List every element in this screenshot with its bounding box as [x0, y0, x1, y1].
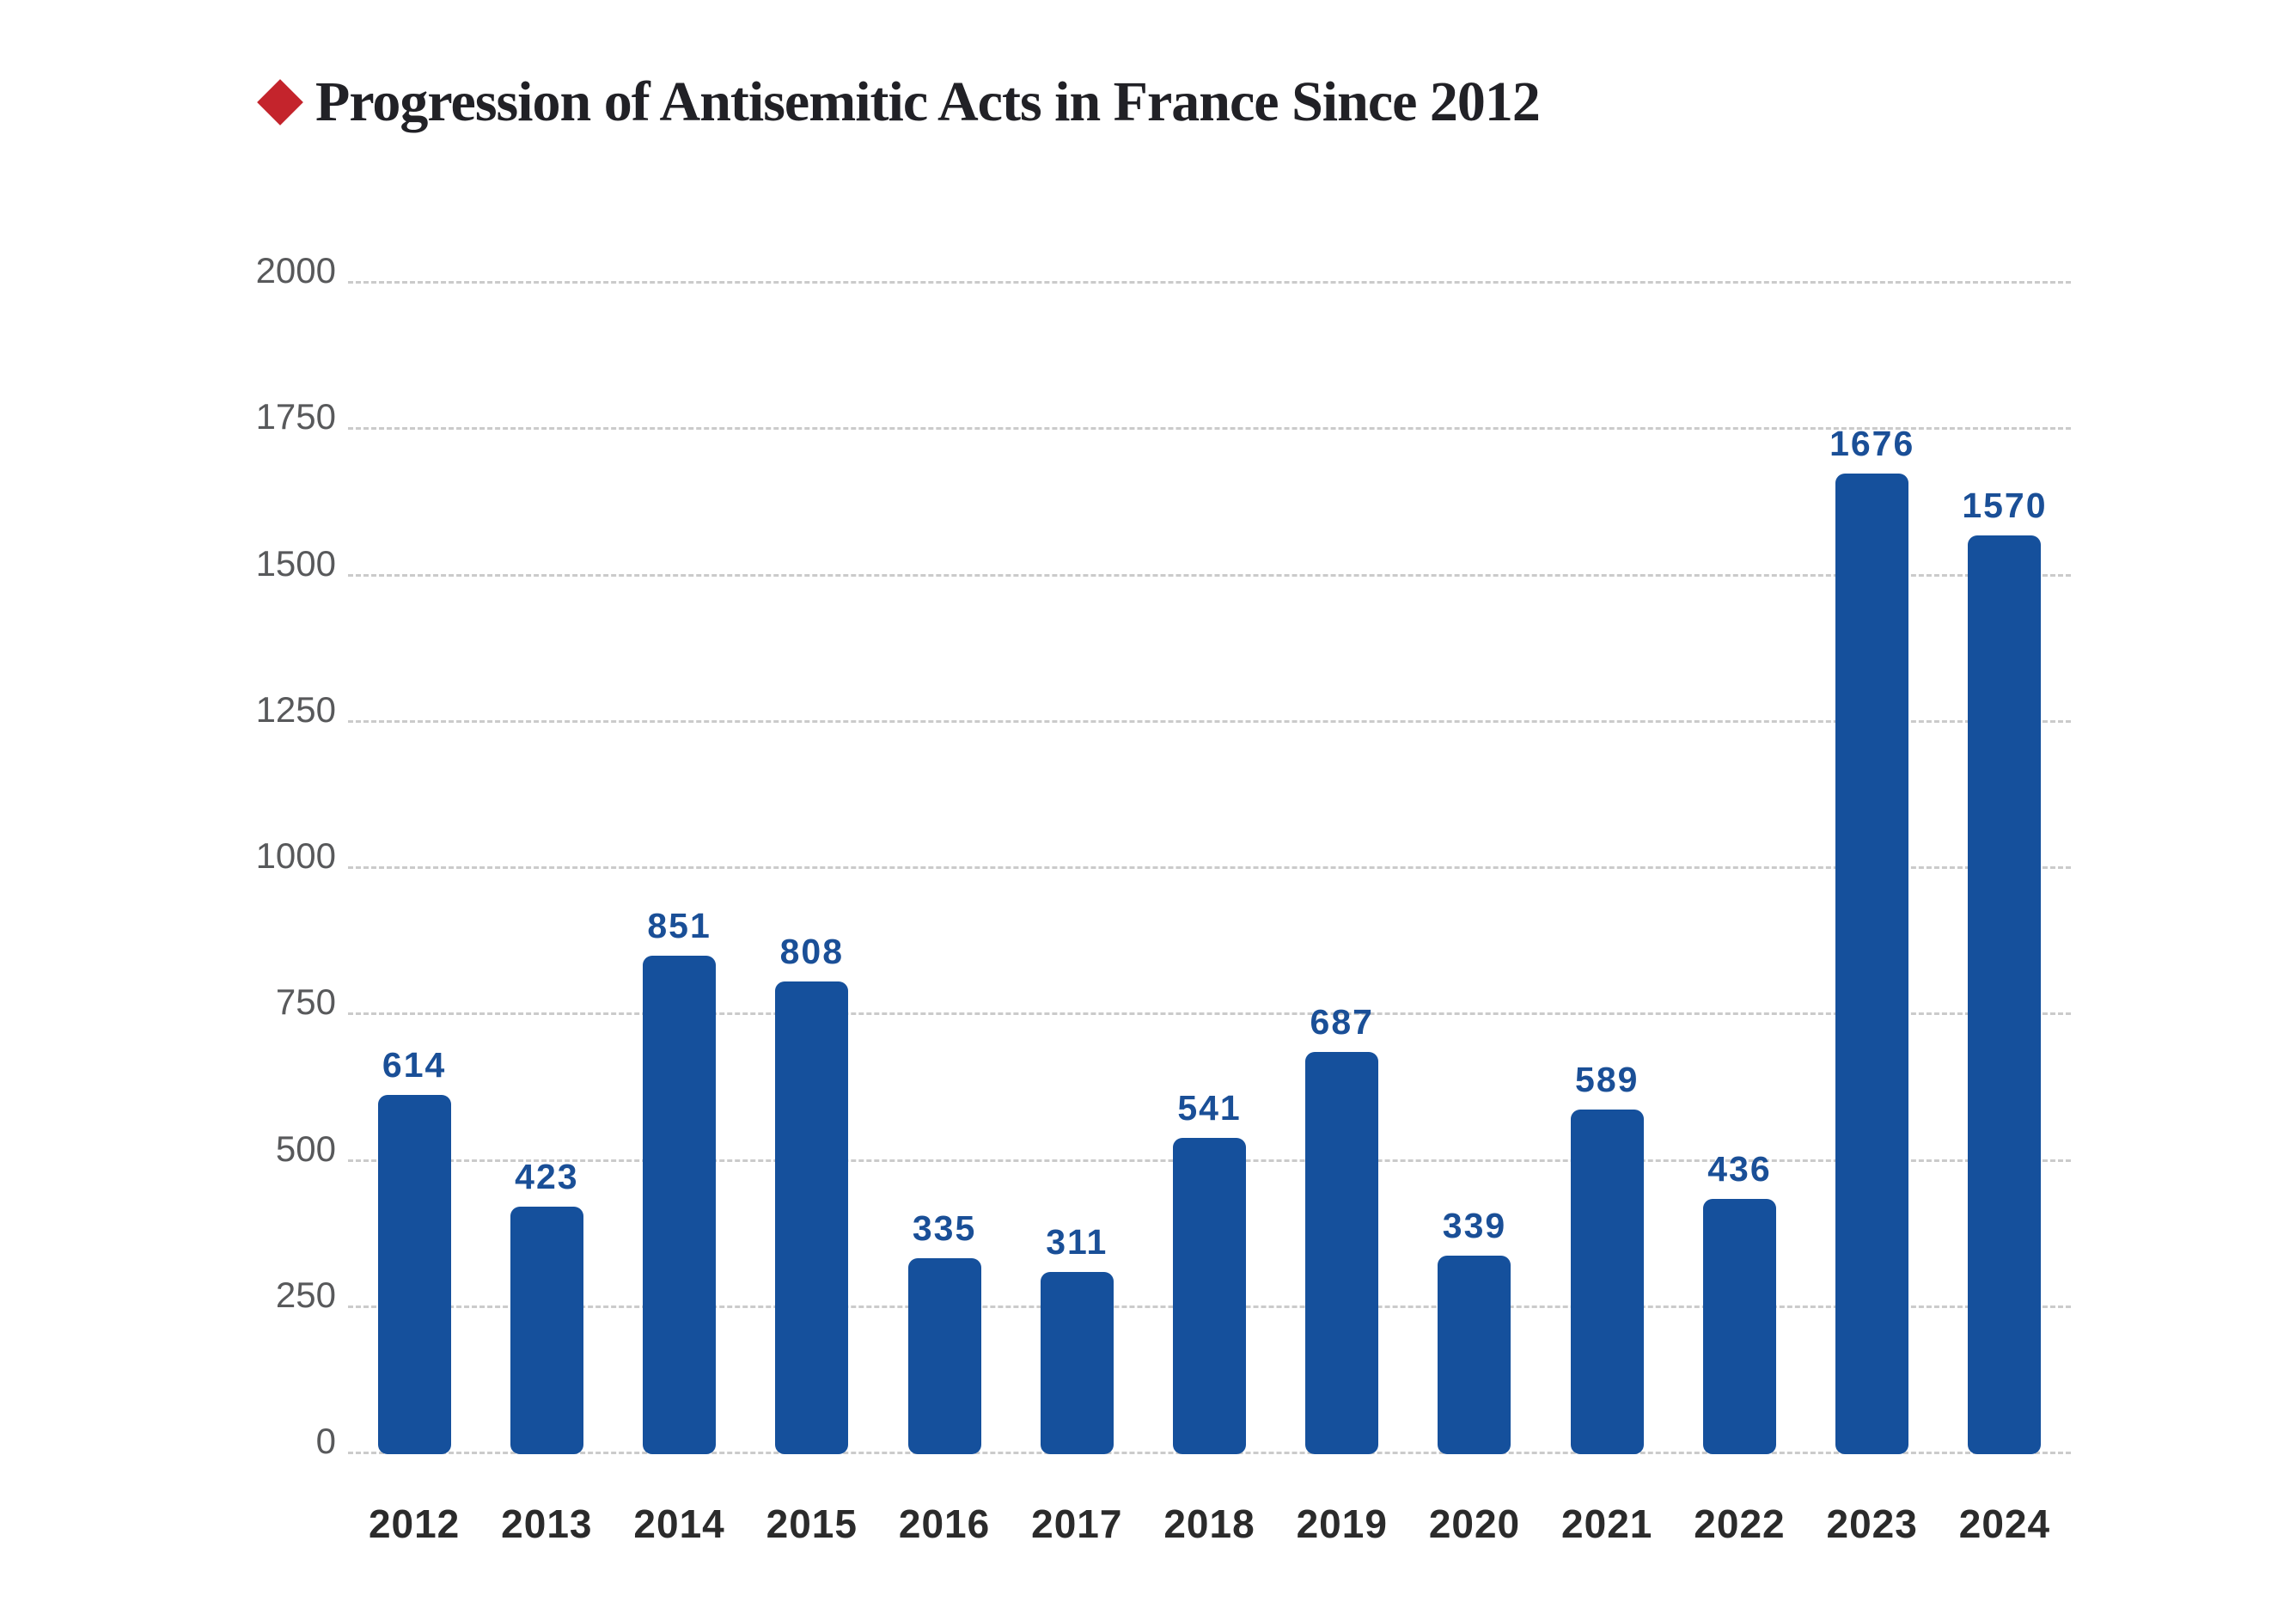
y-tick-label-1250: 1250: [255, 688, 336, 730]
x-tick-label-2024: 2024: [1958, 1501, 2051, 1546]
y-tick-label-1750: 1750: [255, 396, 336, 437]
bar-2023: [1835, 473, 1909, 1454]
bar-2013: [510, 1206, 583, 1454]
x-tick-label-2017: 2017: [1031, 1501, 1123, 1546]
bar-2016: [907, 1257, 981, 1454]
x-tick-label-2023: 2023: [1826, 1501, 1918, 1546]
y-tick-label-2000: 2000: [255, 250, 336, 290]
bar-slot-2020: 339 2020: [1408, 284, 1541, 1544]
gridline-1000: [348, 866, 2071, 869]
bar-value-label-2017: 311: [1046, 1222, 1108, 1263]
x-tick-label-2022: 2022: [1694, 1501, 1786, 1546]
bar-value-label-2014: 851: [647, 906, 711, 946]
bar-value-label-2016: 335: [912, 1208, 977, 1248]
bar-2018: [1173, 1137, 1247, 1454]
gridline-1750: [348, 427, 2071, 431]
chart-header: Progression of Antisemitic Acts in Franc…: [257, 70, 1541, 133]
y-tick-label-500: 500: [275, 1128, 336, 1169]
bar-chart: 0 250 500 750 1000 1250 1500 1750 2000 614 2012 42…: [256, 253, 2071, 1544]
bar-slot-2018: 541 2018: [1143, 284, 1275, 1544]
bar-2024: [1968, 535, 2042, 1454]
bar-slot-2016: 335 2016: [878, 284, 1011, 1544]
x-tick-label-2015: 2015: [766, 1501, 858, 1546]
y-tick-label-750: 750: [275, 981, 336, 1023]
bar-2021: [1570, 1109, 1644, 1454]
bar-value-label-2013: 423: [515, 1156, 579, 1196]
y-tick-label-250: 250: [275, 1274, 336, 1315]
bar-2022: [1702, 1199, 1776, 1454]
y-tick-label-1500: 1500: [255, 542, 336, 584]
bar-value-label-2024: 1570: [1962, 485, 2048, 525]
gridline-1250: [348, 719, 2071, 723]
bar-value-label-2018: 541: [1177, 1087, 1242, 1128]
bar-slot-2019: 687 2019: [1276, 284, 1408, 1544]
bar-value-label-2015: 808: [779, 931, 845, 971]
x-tick-label-2013: 2013: [501, 1501, 593, 1546]
bar-value-label-2012: 614: [382, 1044, 447, 1085]
y-tick-label-1000: 1000: [255, 835, 336, 876]
bar-slot-2017: 311 2017: [1011, 284, 1143, 1544]
bar-value-label-2023: 1676: [1829, 423, 1915, 463]
bar-value-label-2022: 436: [1707, 1149, 1772, 1189]
x-tick-label-2012: 2012: [368, 1501, 461, 1546]
chart-title: Progression of Antisemitic Acts in Franc…: [315, 70, 1541, 133]
x-tick-label-2019: 2019: [1296, 1501, 1388, 1546]
bar-slot-2013: 423 2013: [480, 284, 613, 1544]
bar-slot-2014: 851 2014: [613, 284, 745, 1544]
x-tick-label-2021: 2021: [1561, 1501, 1653, 1546]
bar-2017: [1040, 1272, 1114, 1454]
bar-slot-2023: 1676 2023: [1806, 284, 1939, 1544]
y-tick-label-0: 0: [315, 1421, 336, 1461]
bar-slot-2022: 436 2022: [1673, 284, 1805, 1544]
gridline-1500: [348, 573, 2071, 577]
x-tick-label-2016: 2016: [898, 1501, 991, 1546]
x-tick-label-2018: 2018: [1163, 1501, 1255, 1546]
bar-slot-2015: 808 2015: [746, 284, 878, 1544]
bar-value-label-2020: 339: [1442, 1206, 1507, 1246]
bar-2019: [1305, 1052, 1379, 1454]
bar-slot-2012: 614 2012: [348, 284, 480, 1544]
x-tick-label-2020: 2020: [1428, 1501, 1521, 1546]
red-diamond-icon: [257, 78, 303, 125]
gridline-2000: [348, 281, 2071, 284]
gridline-750: [348, 1012, 2071, 1016]
x-tick-label-2014: 2014: [633, 1501, 725, 1546]
bar-value-label-2019: 687: [1310, 1002, 1374, 1043]
bar-slot-2021: 589 2021: [1541, 284, 1673, 1544]
bar-value-label-2021: 589: [1575, 1059, 1640, 1099]
bar-2015: [775, 981, 849, 1454]
bar-2020: [1438, 1256, 1511, 1454]
bar-2014: [643, 956, 717, 1454]
bars-layer: 614 2012 423 2013 851 2014 808 2015 335 2016 311 20…: [348, 284, 2071, 1544]
bar-2012: [377, 1094, 451, 1454]
bar-slot-2024: 1570 2024: [1939, 284, 2071, 1544]
